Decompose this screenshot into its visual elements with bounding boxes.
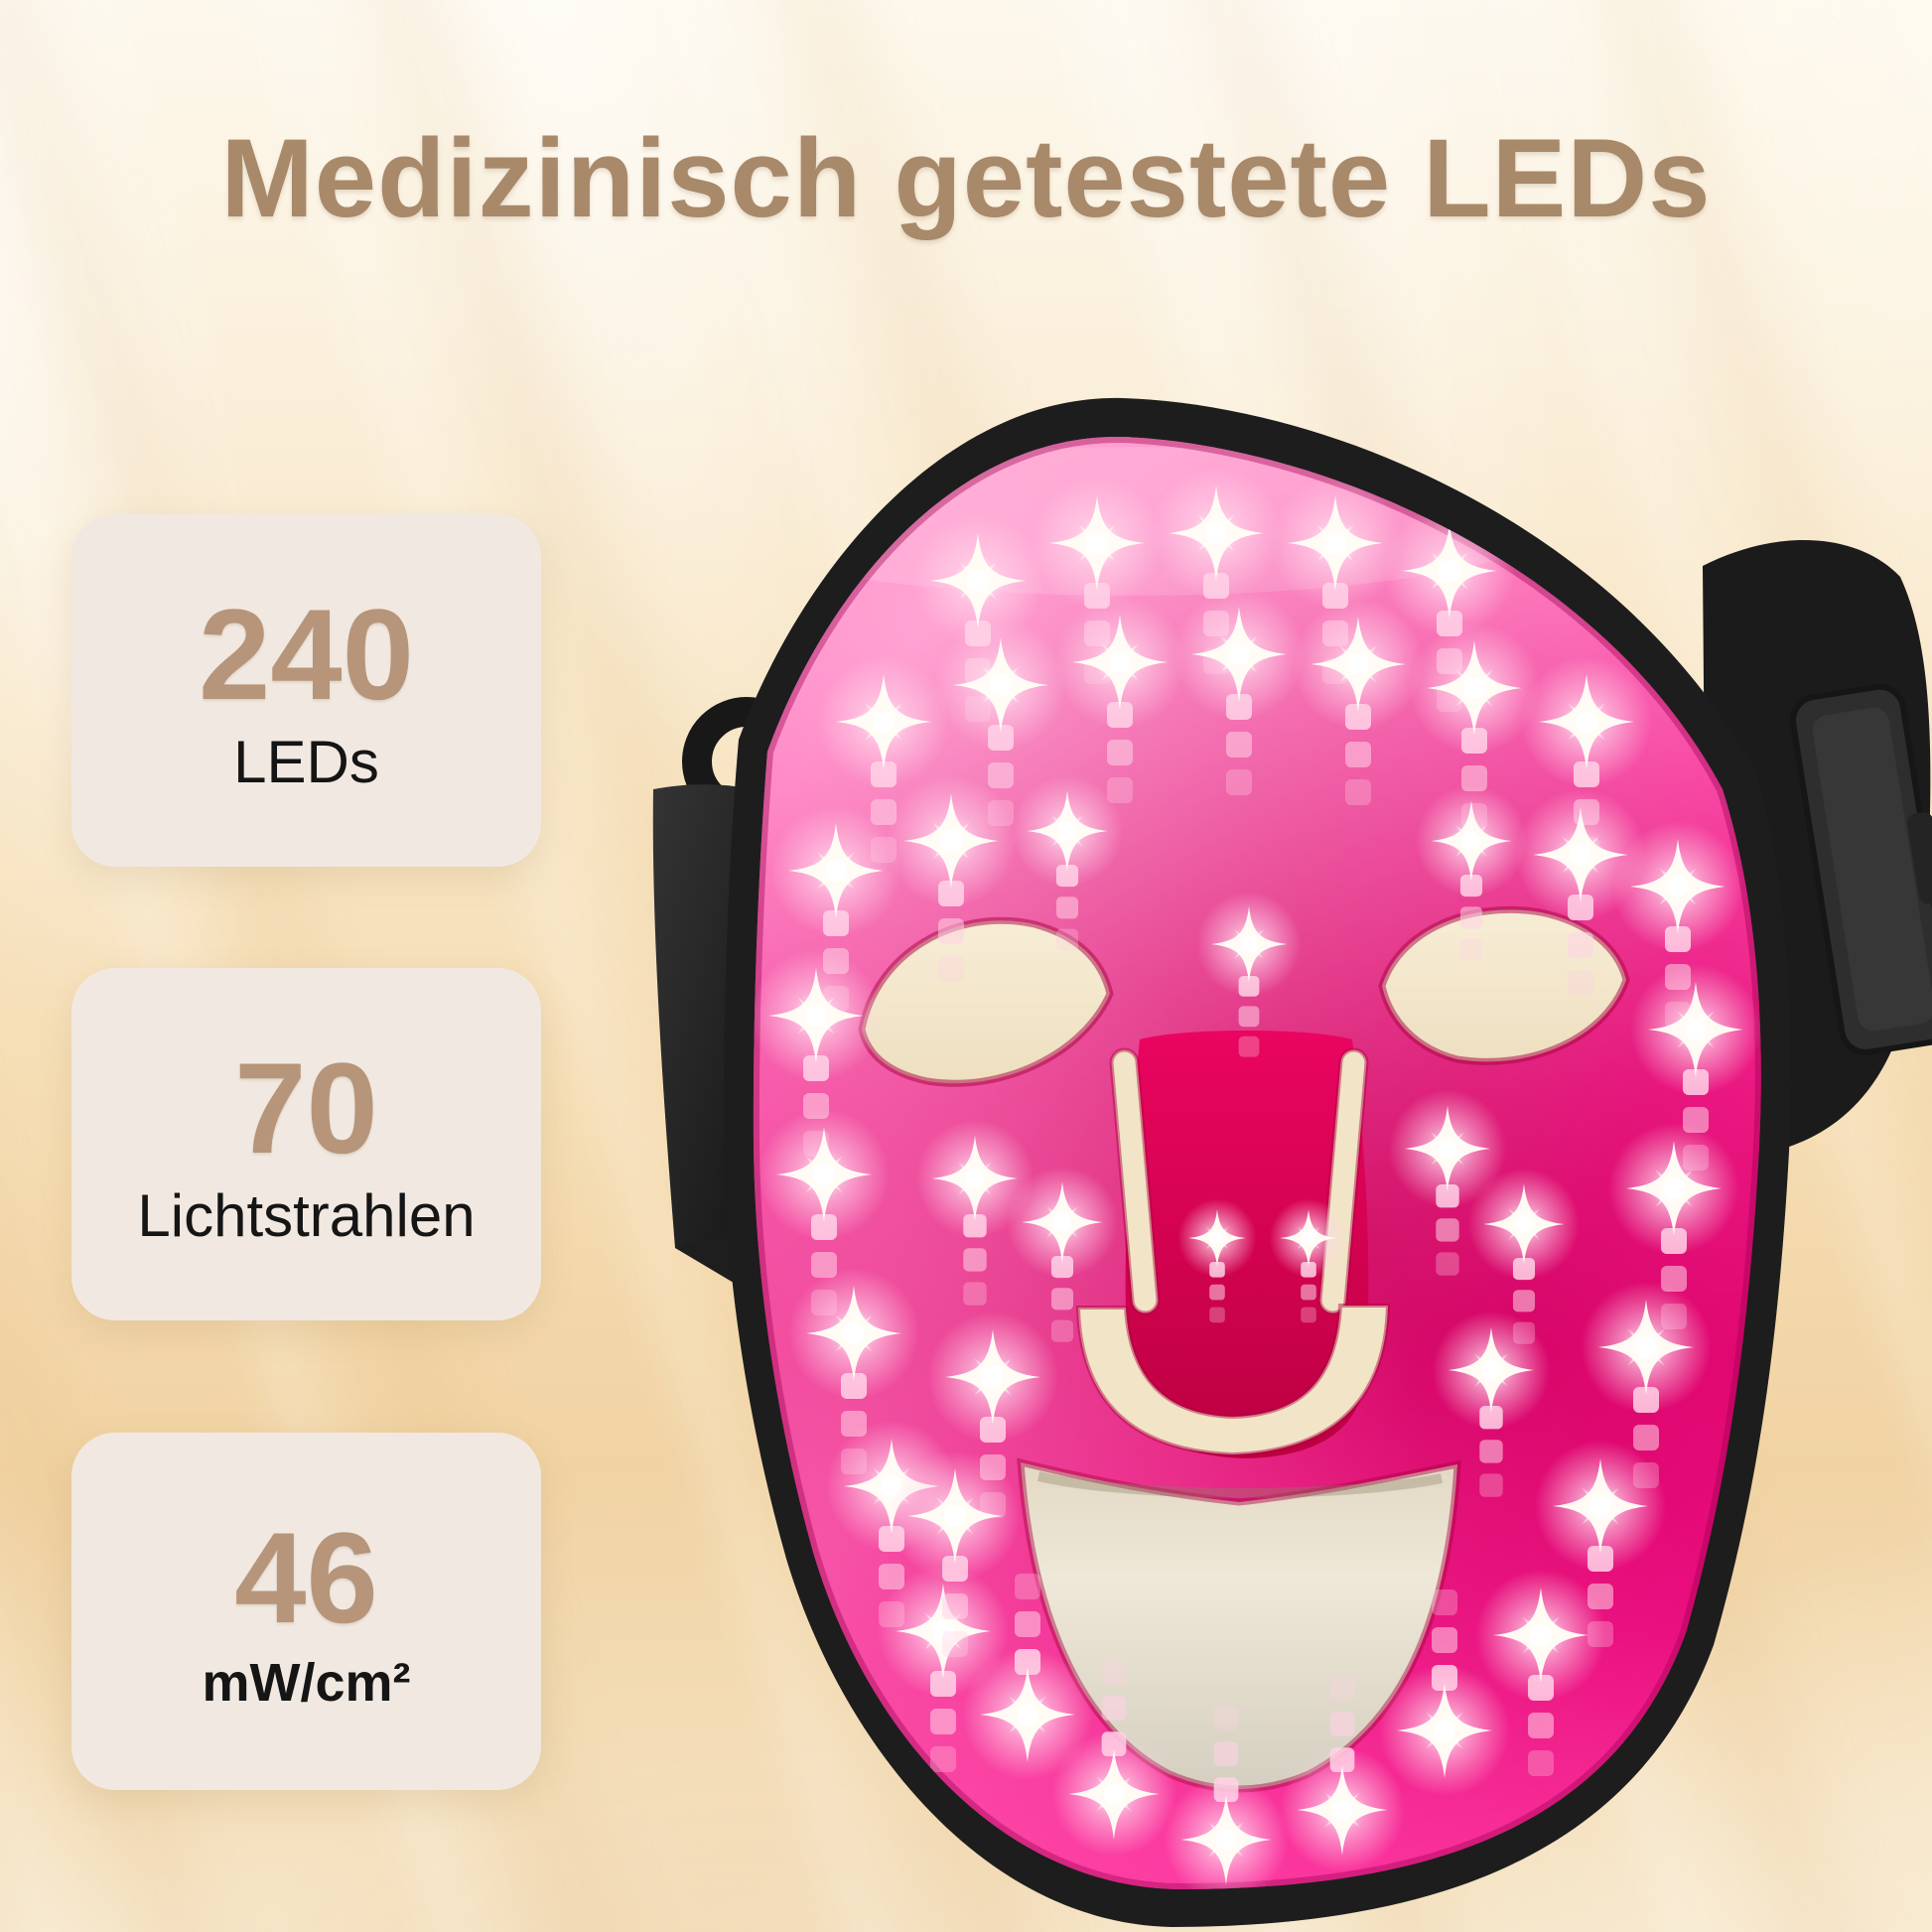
led-face-mask-graphic — [652, 397, 1932, 1927]
headline: Medizinisch getestete LEDs — [220, 116, 1712, 240]
stat-label: LEDs — [233, 728, 379, 795]
stat-card-irradiance: 46 mW/cm² — [71, 1433, 541, 1790]
stat-card-light-beams: 70 Lichtstrahlen — [71, 968, 541, 1320]
stat-card-leds: 240 LEDs — [71, 514, 541, 867]
stat-label: mW/cm² — [202, 1653, 411, 1713]
stat-value: 240 — [199, 581, 414, 727]
right-strap — [1703, 540, 1932, 1156]
led-face-mask-photo — [526, 392, 1932, 1932]
strap-buckle — [1789, 683, 1932, 1055]
stat-value: 46 — [234, 1505, 378, 1650]
stat-label: Lichtstrahlen — [137, 1181, 476, 1249]
mouth-hole — [1017, 1457, 1461, 1793]
led-lights — [753, 468, 1761, 1889]
stat-value: 70 — [234, 1035, 378, 1180]
